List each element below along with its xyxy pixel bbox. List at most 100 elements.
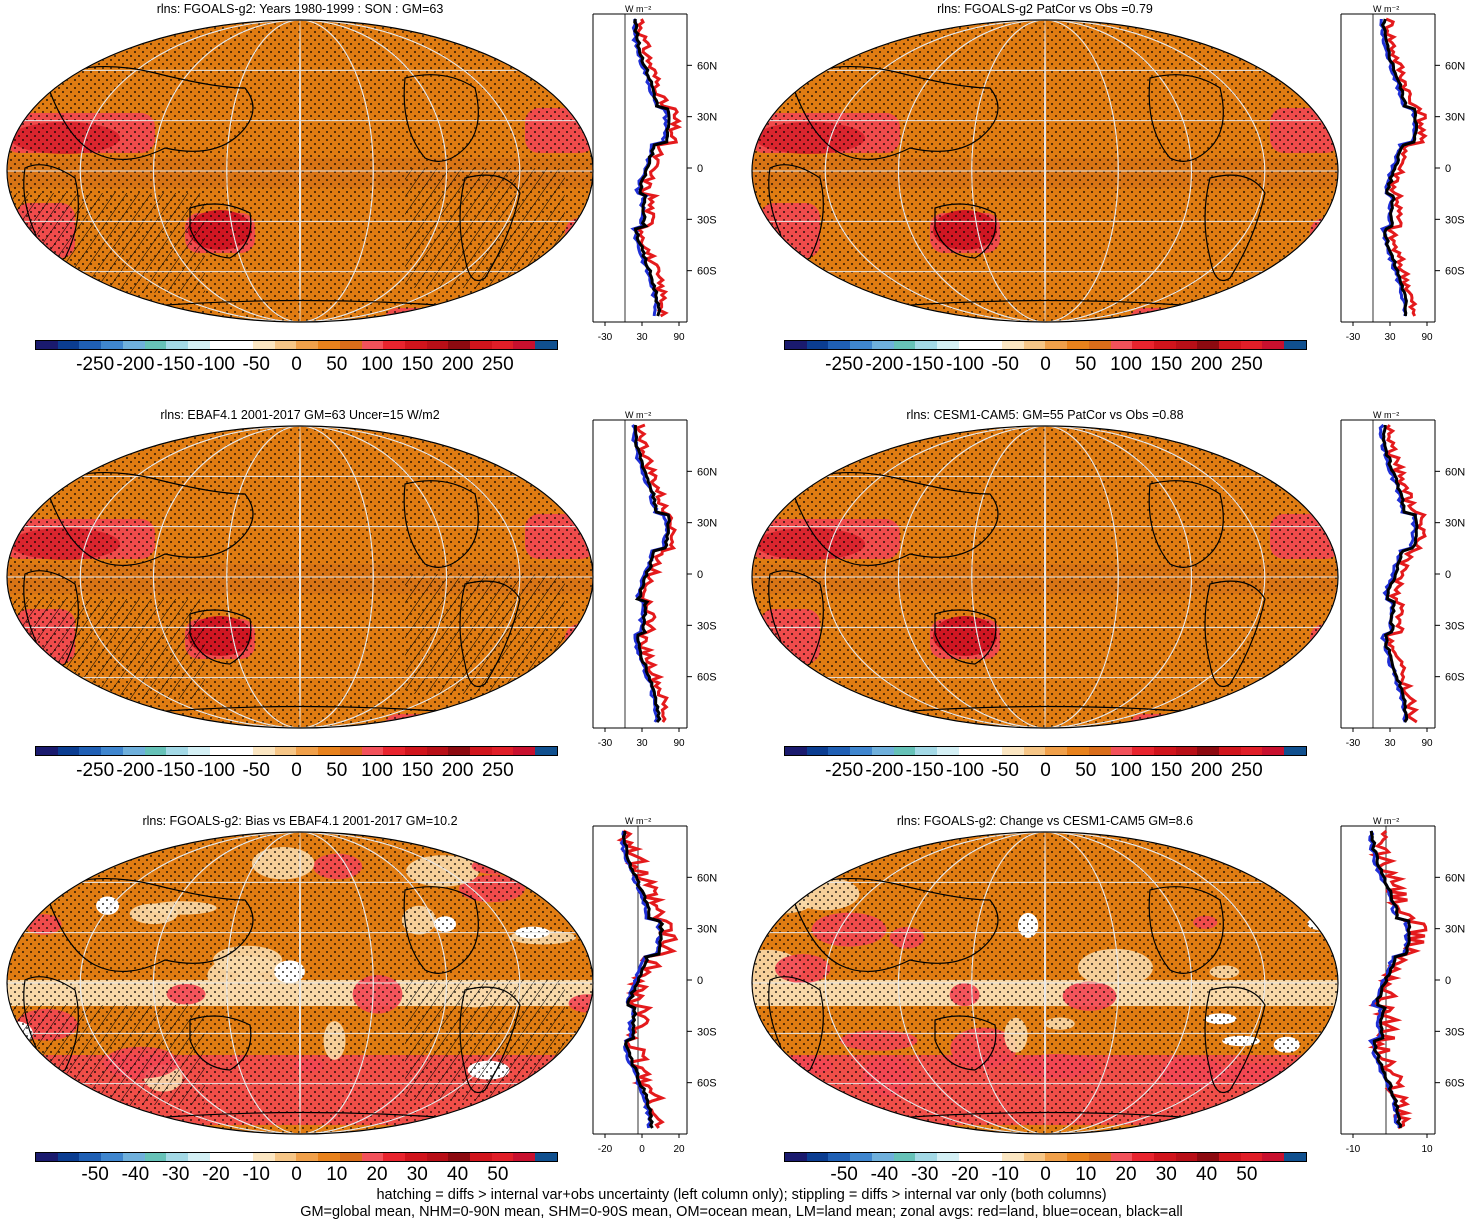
colorbar-label: -100 — [945, 760, 984, 781]
zonal-curve — [1379, 18, 1417, 317]
colorbar-swatch — [1067, 1153, 1089, 1161]
colorbar-swatch — [1088, 1153, 1111, 1161]
colorbar-label: -100 — [945, 354, 984, 375]
colorbar-swatch — [79, 747, 102, 755]
colorbar-label: 0 — [291, 760, 302, 781]
colorbar-swatch — [871, 341, 894, 349]
colorbar-swatch — [1088, 747, 1111, 755]
colorbar-swatch — [383, 747, 405, 755]
zonal-lat-label: 30N — [1445, 112, 1465, 124]
panel-title-2: rlns: FGOALS-g2 PatCor vs Obs =0.79 — [937, 2, 1153, 16]
colorbar-label: 100 — [1110, 354, 1142, 375]
colorbar-swatch — [1045, 1153, 1068, 1161]
zonal-x-tick-label: 30 — [1384, 332, 1396, 343]
map-panel-5 — [6, 831, 594, 1135]
colorbar-label: 20 — [366, 1164, 388, 1185]
colorbar-swatch — [1262, 341, 1285, 349]
colorbar-4 — [784, 746, 1307, 756]
colorbar-label: 10 — [1075, 1164, 1097, 1185]
zonal-mean-plot-4: W m⁻² 60N 30N 0 30S 60S -30 30 90 — [1340, 410, 1465, 749]
colorbar-swatch — [36, 341, 58, 349]
zonal-lat-label: 30S — [697, 1026, 717, 1038]
colorbar-3 — [35, 746, 558, 756]
colorbar-swatch — [1132, 747, 1154, 755]
colorbar-swatch — [1088, 341, 1111, 349]
zonal-mean-plot-6: W m⁻² 60N 30N 0 30S 60S -10 10 — [1340, 816, 1465, 1155]
colorbar-swatch — [806, 1153, 829, 1161]
zonal-mean-plot-5: W m⁻² 60N 30N 0 30S 60S -20 0 20 — [592, 816, 717, 1155]
colorbar-swatch — [1132, 341, 1154, 349]
zonal-x-tick-label: -20 — [598, 1144, 613, 1155]
colorbar-swatch — [1002, 341, 1024, 349]
colorbar-swatch — [1284, 341, 1306, 349]
zonal-lat-label: 30N — [697, 924, 717, 936]
zonal-lat-label: 60S — [1445, 266, 1465, 278]
colorbar-swatch — [361, 747, 384, 755]
colorbar-labels-5: -50 -40 -30 -20 -10 0 10 20 30 40 50 — [35, 1164, 558, 1188]
colorbar-swatch — [871, 1153, 894, 1161]
panel-title-6: rlns: FGOALS-g2: Change vs CESM1-CAM5 GM… — [896, 814, 1194, 828]
zonal-lat-label: 0 — [1445, 569, 1451, 581]
colorbar-swatch — [1023, 341, 1046, 349]
colorbar-swatch — [166, 341, 188, 349]
colorbar-label: 50 — [1075, 354, 1097, 375]
colorbar-swatch — [1023, 747, 1046, 755]
zonal-lat-label: 60N — [697, 60, 717, 72]
colorbar-label: 200 — [441, 760, 474, 781]
zonal-curve — [633, 424, 671, 724]
zonal-lat-label: 60N — [1445, 466, 1465, 478]
colorbar-swatch — [1153, 747, 1176, 755]
colorbar-swatch — [893, 747, 916, 755]
colorbar-swatch — [187, 341, 210, 349]
colorbar-label: 250 — [1230, 760, 1263, 781]
colorbar-label: -250 — [825, 354, 864, 375]
colorbar-swatch — [915, 341, 937, 349]
colorbar-label: 250 — [481, 354, 514, 375]
colorbar-swatch — [1110, 341, 1133, 349]
zonal-lat-label: 30S — [1445, 214, 1465, 226]
colorbar-swatch — [144, 747, 167, 755]
colorbar-swatch — [491, 747, 514, 755]
colorbar-label: 150 — [1150, 760, 1183, 781]
colorbar-swatch — [1175, 1153, 1198, 1161]
colorbar-label: -150 — [156, 354, 195, 375]
colorbar-swatch — [958, 747, 981, 755]
colorbar-label: 150 — [401, 760, 434, 781]
colorbar-label: -50 — [242, 760, 270, 781]
colorbar-label: -10 — [242, 1164, 270, 1185]
zonal-x-tick-label: 90 — [673, 332, 685, 343]
colorbar-swatch — [144, 341, 167, 349]
colorbar-swatch — [101, 747, 123, 755]
zonal-mean-plot-3: W m⁻² 60N 30N 0 30S 60S -30 30 90 — [592, 410, 717, 749]
zonal-curve — [1385, 424, 1427, 724]
colorbar-swatch — [980, 747, 1003, 755]
colorbar-swatch — [57, 1153, 80, 1161]
colorbar-swatch — [1240, 1153, 1263, 1161]
colorbar-swatch — [1197, 341, 1220, 349]
colorbar-swatch — [1002, 747, 1024, 755]
colorbar-swatch — [231, 1153, 254, 1161]
zonal-lat-label: 60S — [697, 266, 717, 278]
colorbar-swatch — [404, 341, 427, 349]
colorbar-swatch — [785, 341, 807, 349]
colorbar-swatch — [361, 1153, 384, 1161]
colorbar-swatch — [383, 1153, 405, 1161]
zonal-curve — [1380, 18, 1419, 317]
colorbar-swatch — [122, 747, 145, 755]
map-panel-1 — [6, 19, 594, 323]
colorbar-swatch — [274, 341, 297, 349]
colorbar-swatch — [1067, 747, 1089, 755]
colorbar-swatch — [535, 341, 557, 349]
colorbar-label: -30 — [910, 1164, 939, 1185]
zonal-lat-label: 30S — [697, 214, 717, 226]
colorbar-swatch — [936, 1153, 959, 1161]
colorbar-swatch — [1197, 747, 1220, 755]
map-panel-2 — [751, 19, 1339, 323]
colorbar-label: 200 — [441, 354, 474, 375]
footer-line-1: hatching = diffs > internal var+obs unce… — [376, 1187, 1107, 1203]
colorbar-swatch — [828, 341, 851, 349]
colorbar-label: -250 — [825, 760, 864, 781]
colorbar-label: 250 — [1230, 354, 1263, 375]
colorbar-swatch — [936, 747, 959, 755]
colorbar-label: 100 — [361, 760, 393, 781]
